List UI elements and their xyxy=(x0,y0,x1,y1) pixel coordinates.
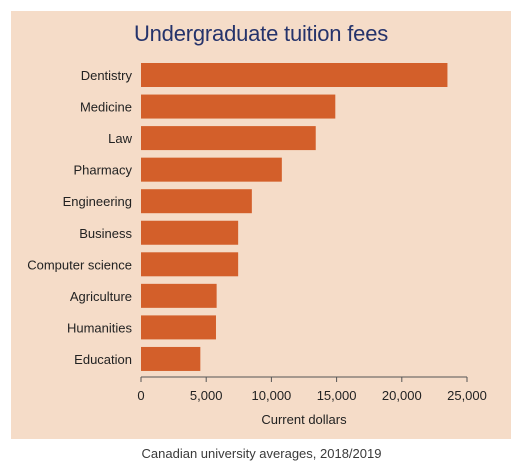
category-label-humanities: Humanities xyxy=(67,320,133,335)
category-label-agriculture: Agriculture xyxy=(70,289,132,304)
category-label-law: Law xyxy=(108,131,132,146)
category-label-education: Education xyxy=(74,352,132,367)
category-label-pharmacy: Pharmacy xyxy=(73,163,132,178)
bar-pharmacy xyxy=(141,157,282,182)
bar-engineering xyxy=(141,189,252,214)
category-label-computer-science: Computer science xyxy=(27,257,132,272)
bar-dentistry xyxy=(141,63,448,87)
x-tick-label: 15,000 xyxy=(317,388,357,403)
chart-caption: Canadian university averages, 2018/2019 xyxy=(141,446,382,461)
x-tick-label: 0 xyxy=(137,388,144,403)
x-tick-label: 20,000 xyxy=(382,388,422,403)
bar-law xyxy=(141,126,316,151)
bar-education xyxy=(141,346,201,371)
bars-layer xyxy=(141,63,448,371)
bar-medicine xyxy=(141,94,336,119)
chart-title: Undergraduate tuition fees xyxy=(133,21,389,46)
category-label-engineering: Engineering xyxy=(63,194,132,209)
bar-computer-science xyxy=(141,252,239,277)
x-tick-label: 10,000 xyxy=(252,388,292,403)
category-label-medicine: Medicine xyxy=(80,100,132,115)
bar-business xyxy=(141,220,239,245)
bar-humanities xyxy=(141,315,216,340)
x-tick-label: 25,000 xyxy=(447,388,487,403)
x-axis-label: Current dollars xyxy=(261,412,347,427)
x-axis: 0 5,000 10,000 15,000 20,000 25,000 xyxy=(137,376,487,403)
category-labels-layer: Dentistry Medicine Law Pharmacy Engineering B… xyxy=(27,68,132,367)
category-label-business: Business xyxy=(79,226,132,241)
x-tick-label: 5,000 xyxy=(190,388,223,403)
category-label-dentistry: Dentistry xyxy=(81,68,133,83)
bar-agriculture xyxy=(141,283,217,308)
